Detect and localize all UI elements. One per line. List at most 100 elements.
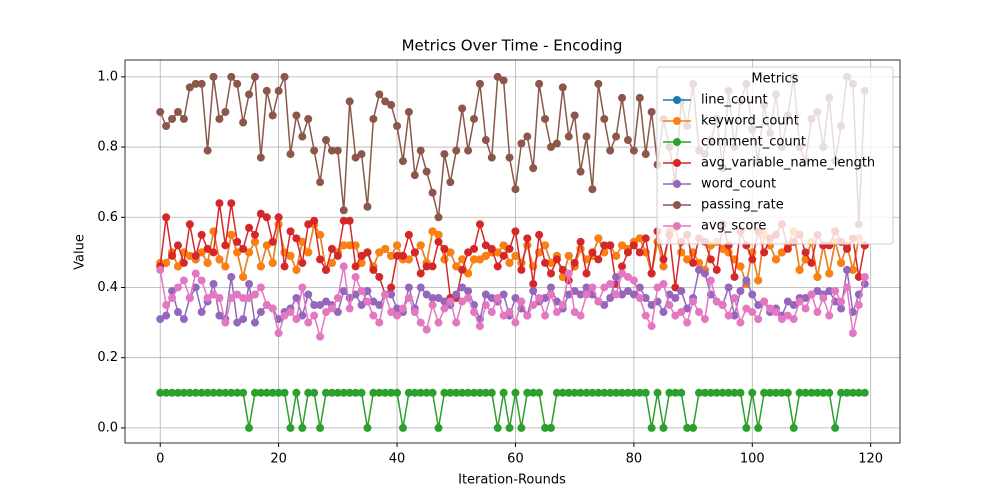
marker <box>162 121 171 130</box>
marker <box>718 388 727 397</box>
marker <box>505 244 514 253</box>
marker <box>558 388 567 397</box>
marker <box>594 388 603 397</box>
marker <box>316 301 325 310</box>
marker <box>552 139 561 148</box>
marker <box>292 265 301 274</box>
marker <box>523 132 532 141</box>
marker <box>754 315 763 324</box>
marker <box>363 423 372 432</box>
marker <box>546 290 555 299</box>
marker <box>316 230 325 239</box>
marker <box>256 308 265 317</box>
marker <box>215 199 224 208</box>
marker <box>505 308 514 317</box>
marker <box>381 97 390 106</box>
marker <box>582 283 591 292</box>
marker <box>760 248 769 257</box>
marker <box>185 294 194 303</box>
marker <box>446 178 455 187</box>
marker <box>612 132 621 141</box>
marker <box>191 283 200 292</box>
marker <box>339 241 348 250</box>
marker <box>570 308 579 317</box>
marker <box>813 388 822 397</box>
marker <box>458 388 467 397</box>
marker <box>689 297 698 306</box>
marker <box>724 248 733 257</box>
y-tick-label: 0.6 <box>97 210 118 225</box>
marker <box>671 388 680 397</box>
marker <box>523 311 532 320</box>
marker <box>475 220 484 229</box>
marker <box>428 294 437 303</box>
marker <box>570 388 579 397</box>
marker <box>452 388 461 397</box>
marker <box>393 121 402 130</box>
marker <box>203 258 212 267</box>
marker <box>535 294 544 303</box>
marker <box>493 294 502 303</box>
marker <box>801 294 810 303</box>
marker <box>541 258 550 267</box>
marker <box>635 388 644 397</box>
marker <box>203 388 212 397</box>
marker <box>783 297 792 306</box>
marker <box>475 322 484 331</box>
marker <box>635 93 644 102</box>
marker <box>440 244 449 253</box>
marker <box>233 237 242 246</box>
marker <box>647 107 656 116</box>
marker <box>843 244 852 253</box>
marker <box>375 90 384 99</box>
marker <box>606 279 615 288</box>
marker <box>677 248 686 257</box>
legend-marker <box>673 96 681 104</box>
marker <box>227 294 236 303</box>
marker <box>369 311 378 320</box>
marker <box>618 262 627 271</box>
marker <box>268 388 277 397</box>
legend-label: passing_rate <box>701 198 784 213</box>
marker <box>268 258 277 267</box>
y-tick-label: 0.4 <box>97 280 118 295</box>
marker <box>345 241 354 250</box>
marker <box>848 265 857 274</box>
marker <box>594 255 603 264</box>
legend-label: line_count <box>701 93 768 108</box>
marker <box>197 388 206 397</box>
marker <box>221 241 230 250</box>
marker <box>440 388 449 397</box>
marker <box>191 79 200 88</box>
marker <box>464 269 473 278</box>
marker <box>487 153 496 162</box>
marker <box>197 308 206 317</box>
marker <box>641 311 650 320</box>
marker <box>475 79 484 88</box>
marker <box>481 241 490 250</box>
marker <box>227 388 236 397</box>
marker <box>517 423 526 432</box>
marker <box>523 388 532 397</box>
marker <box>558 83 567 92</box>
marker <box>724 283 733 292</box>
marker <box>683 304 692 313</box>
marker <box>310 146 319 155</box>
marker <box>458 104 467 113</box>
marker <box>197 230 206 239</box>
marker <box>268 237 277 246</box>
marker <box>191 388 200 397</box>
marker <box>221 107 230 116</box>
marker <box>327 304 336 313</box>
y-tick-label: 0.0 <box>97 420 118 435</box>
legend-marker <box>673 159 681 167</box>
marker <box>250 72 259 81</box>
marker <box>706 388 715 397</box>
marker <box>464 248 473 257</box>
marker <box>552 308 561 317</box>
marker <box>736 318 745 327</box>
marker <box>712 297 721 306</box>
marker <box>298 423 307 432</box>
marker <box>398 251 407 260</box>
marker <box>310 301 319 310</box>
